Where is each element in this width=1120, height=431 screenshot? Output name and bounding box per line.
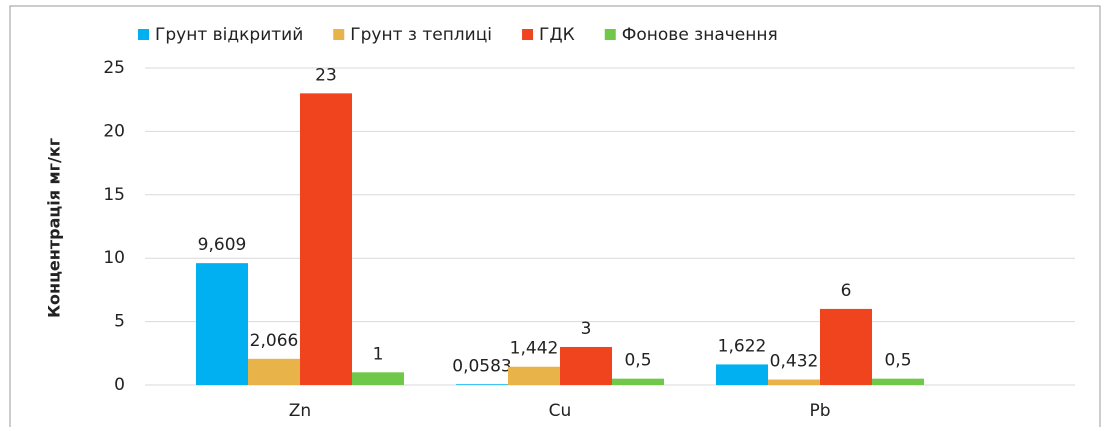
- y-tick-label: 15: [103, 185, 125, 205]
- y-tick-label: 25: [103, 58, 125, 78]
- data-label: 23: [315, 65, 337, 85]
- legend-swatch: [333, 29, 345, 40]
- bar: [820, 308, 872, 385]
- data-label: 0,0583: [452, 356, 511, 376]
- data-label: 9,609: [198, 235, 247, 255]
- chart-frame: [9, 5, 1101, 431]
- bar: [768, 379, 820, 385]
- legend-swatch: [138, 29, 149, 40]
- data-label: 0,5: [884, 351, 911, 371]
- bar: [508, 366, 560, 385]
- data-label: 1,622: [718, 336, 767, 356]
- bar: [248, 358, 300, 385]
- data-label: 2,066: [250, 331, 299, 351]
- bar: [716, 364, 768, 385]
- x-tick-label: Zn: [289, 401, 311, 421]
- data-label: 1,442: [510, 339, 559, 359]
- y-tick-label: 0: [114, 375, 125, 395]
- bar: [872, 378, 924, 385]
- y-tick-label: 20: [103, 121, 125, 141]
- y-axis-title: Концентрація мг/кг: [45, 138, 64, 318]
- data-label: 1: [373, 344, 384, 364]
- bar: [560, 346, 612, 385]
- legend-label: ГДК: [539, 25, 575, 45]
- x-tick-label: Pb: [809, 401, 830, 421]
- data-label: 0,5: [624, 351, 651, 371]
- bar: [352, 372, 404, 385]
- x-tick-label: Cu: [549, 401, 572, 421]
- legend-swatch: [522, 29, 534, 40]
- data-label: 0,432: [770, 352, 819, 372]
- bar: [300, 93, 352, 386]
- bar: [612, 378, 664, 385]
- legend-label: Фонове значення: [622, 25, 778, 45]
- bar: [456, 384, 508, 385]
- bar: [196, 263, 248, 385]
- y-tick-label: 10: [103, 248, 125, 268]
- legend-label: Грунт з теплиці: [350, 25, 492, 45]
- data-label: 6: [841, 281, 852, 301]
- data-label: 3: [581, 319, 592, 339]
- legend-label: Грунт відкритий: [155, 25, 303, 45]
- y-tick-label: 5: [114, 312, 125, 332]
- legend-swatch: [604, 29, 616, 40]
